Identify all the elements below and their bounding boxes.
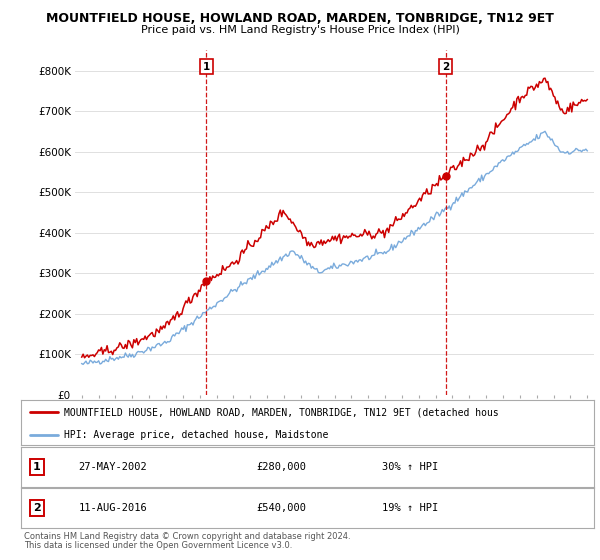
Text: 1: 1 [33, 462, 41, 472]
Text: 27-MAY-2002: 27-MAY-2002 [79, 462, 147, 472]
Text: Price paid vs. HM Land Registry's House Price Index (HPI): Price paid vs. HM Land Registry's House … [140, 25, 460, 35]
Text: This data is licensed under the Open Government Licence v3.0.: This data is licensed under the Open Gov… [24, 541, 292, 550]
Text: Contains HM Land Registry data © Crown copyright and database right 2024.: Contains HM Land Registry data © Crown c… [24, 532, 350, 541]
Text: 11-AUG-2016: 11-AUG-2016 [79, 503, 147, 513]
Text: £280,000: £280,000 [256, 462, 306, 472]
Text: 19% ↑ HPI: 19% ↑ HPI [382, 503, 438, 513]
Text: 1: 1 [203, 62, 210, 72]
Text: MOUNTFIELD HOUSE, HOWLAND ROAD, MARDEN, TONBRIDGE, TN12 9ET: MOUNTFIELD HOUSE, HOWLAND ROAD, MARDEN, … [46, 12, 554, 25]
Text: HPI: Average price, detached house, Maidstone: HPI: Average price, detached house, Maid… [64, 430, 328, 440]
Text: 2: 2 [33, 503, 41, 513]
Text: £540,000: £540,000 [256, 503, 306, 513]
Text: 2: 2 [442, 62, 449, 72]
Text: MOUNTFIELD HOUSE, HOWLAND ROAD, MARDEN, TONBRIDGE, TN12 9ET (detached hous: MOUNTFIELD HOUSE, HOWLAND ROAD, MARDEN, … [64, 408, 499, 418]
Text: 30% ↑ HPI: 30% ↑ HPI [382, 462, 438, 472]
